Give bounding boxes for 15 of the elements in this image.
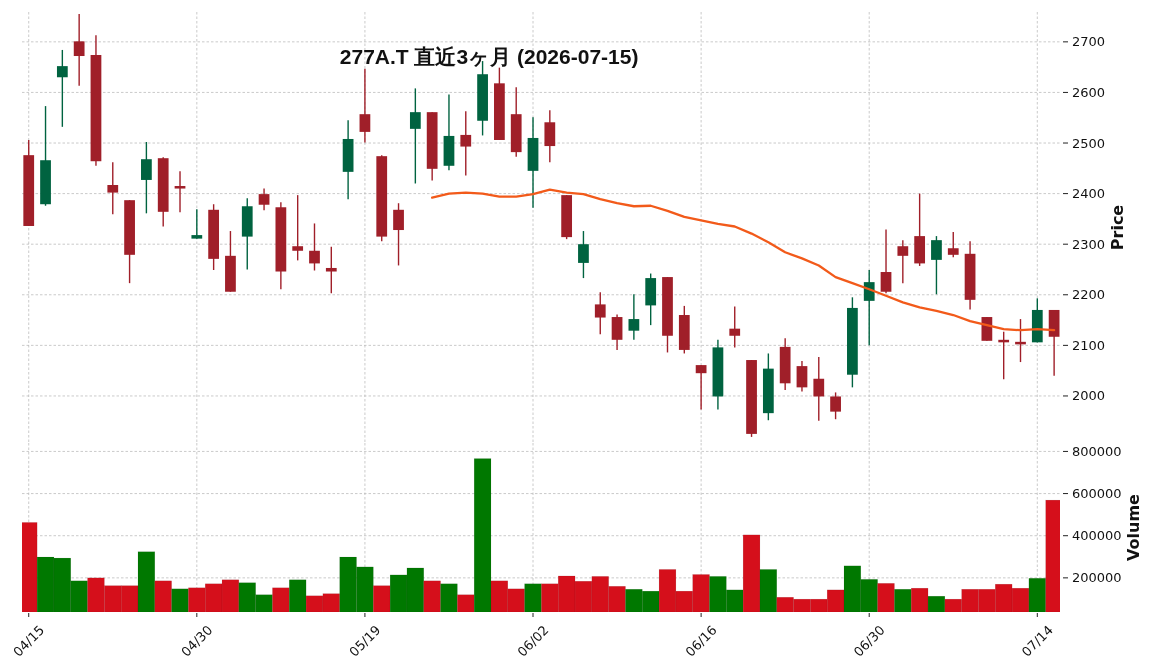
y-tick-label: 2500 bbox=[1072, 135, 1106, 151]
y-tick-label: 400000 bbox=[1072, 528, 1122, 544]
y-tick-label: 2700 bbox=[1072, 34, 1106, 50]
y-axis-title: Price bbox=[1107, 204, 1127, 251]
y-tick-label: 600000 bbox=[1072, 486, 1122, 502]
y-tick-label: 2600 bbox=[1072, 84, 1106, 100]
y-tick-label: 2000 bbox=[1072, 388, 1106, 404]
y-tick-label: 2200 bbox=[1072, 287, 1106, 303]
y-tick-label: 800000 bbox=[1072, 443, 1122, 459]
y-axis-title: Volume bbox=[1124, 493, 1144, 561]
y-tick-label: 2300 bbox=[1072, 236, 1106, 252]
title: 277A.T 直近3ヶ月 (2026-07-15) bbox=[339, 45, 639, 68]
y-tick-label: 200000 bbox=[1072, 570, 1122, 586]
y-tick-label: 2100 bbox=[1072, 337, 1106, 353]
y-tick-label: 2400 bbox=[1072, 186, 1106, 202]
